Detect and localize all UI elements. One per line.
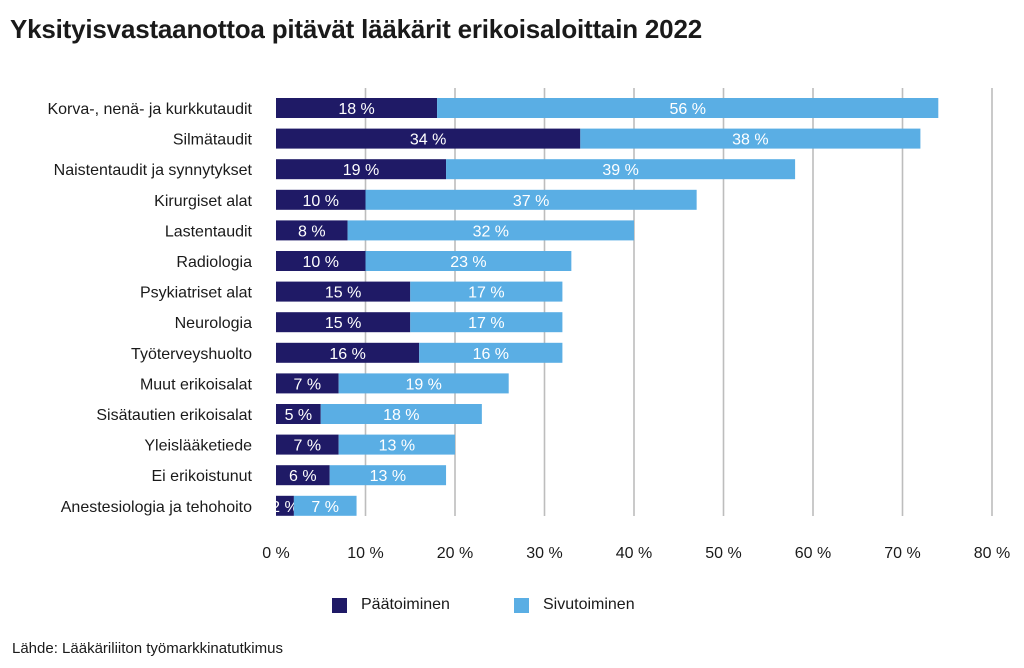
data-label-paatoiminen-radiologia: 10 % [303, 254, 339, 271]
legend-item-sivutoiminen: Sivutoiminen [514, 596, 635, 614]
legend-swatch-paatoiminen [332, 597, 347, 613]
bar-paatoiminen-sisatautien-erikoisalat [276, 404, 321, 424]
data-label-sivutoiminen-sisatautien-erikoisalat: 18 % [383, 407, 419, 424]
legend-item-paatoiminen: Päätoiminen [332, 596, 450, 614]
legend: Päätoiminen Sivutoiminen [0, 596, 1024, 620]
bar-paatoiminen-neurologia [276, 312, 411, 333]
x-axis-tick-labels: 0 % 10 % 20 % 30 % 40 % 50 % 60 % 70 % 80 % [262, 545, 1010, 562]
data-label-sivutoiminen-neurologia: 17 % [468, 315, 504, 332]
x-tick-label: 30 % [526, 545, 562, 562]
data-label-paatoiminen-muut-erikoisalat: 7 % [294, 376, 322, 393]
category-label-radiologia: Radiologia [176, 254, 252, 271]
data-label-sivutoiminen-anestesiologia-ja-tehohoito: 7 % [311, 499, 339, 516]
category-label-lastentaudit: Lastentaudit [165, 223, 253, 240]
x-tick-label: 10 % [347, 545, 383, 562]
data-label-paatoiminen-ei-erikoistunut: 6 % [289, 468, 317, 485]
category-labels: Korva-, nenä- ja kurkkutaudit Silmätaudit… [47, 101, 252, 516]
data-label-sivutoiminen-yleislaaketiede: 13 % [379, 438, 415, 455]
data-label-paatoiminen-tyoterveyshuolto: 16 % [329, 346, 365, 363]
bars: 18 % 56 % 34 % 38 % 19 % 39 % 10 % 37 % 8 % 32 % 1… [271, 98, 939, 516]
bar-paatoiminen-ei-erikoistunut [276, 465, 330, 486]
data-label-paatoiminen-anestesiologia-ja-tehohoito: 2 % [271, 499, 299, 516]
source-note: Lähde: Lääkäriliiton työmarkkinatutkimus [12, 640, 283, 657]
chart-area: 18 % 56 % 34 % 38 % 19 % 39 % 10 % 37 % 8 % 32 % 1… [0, 80, 1024, 580]
data-label-sivutoiminen-muut-erikoisalat: 19 % [405, 376, 441, 393]
data-label-sivutoiminen-kirurgiset-alat: 37 % [513, 193, 549, 210]
bar-sivutoiminen-ei-erikoistunut [329, 465, 447, 486]
data-label-sivutoiminen-radiologia: 23 % [450, 254, 486, 271]
stacked-bar-chart: 18 % 56 % 34 % 38 % 19 % 39 % 10 % 37 % 8 % 32 % 1… [47, 88, 1010, 562]
x-tick-label: 60 % [795, 545, 831, 562]
data-label-sivutoiminen-psykiatriset-alat: 17 % [468, 285, 504, 302]
data-label-sivutoiminen-tyoterveyshuolto: 16 % [473, 346, 509, 363]
data-label-paatoiminen-lastentaudit: 8 % [298, 223, 326, 240]
bar-sivutoiminen-tyoterveyshuolto [419, 342, 563, 363]
data-label-paatoiminen-silmataudit: 34 % [410, 132, 446, 149]
bar-paatoiminen-korva-nena-ja-kurkkutaudit [276, 98, 438, 118]
bar-sivutoiminen-silmataudit [580, 128, 921, 149]
bar-sivutoiminen-naistentaudit-ja-synnytykset [446, 159, 796, 180]
x-tick-label: 80 % [974, 545, 1010, 562]
category-label-anestesiologia-ja-tehohoito: Anestesiologia ja tehohoito [61, 499, 252, 516]
data-label-sivutoiminen-ei-erikoistunut: 13 % [370, 468, 406, 485]
bar-sivutoiminen-sisatautien-erikoisalat [320, 404, 482, 424]
bar-paatoiminen-silmataudit [276, 128, 581, 149]
category-label-kirurgiset-alat: Kirurgiset alat [154, 193, 252, 210]
bar-sivutoiminen-kirurgiset-alat [365, 189, 697, 210]
bar-paatoiminen-yleislaaketiede [276, 434, 339, 455]
data-label-sivutoiminen-naistentaudit-ja-synnytykset: 39 % [602, 162, 638, 179]
category-label-muut-erikoisalat: Muut erikoisalat [140, 376, 253, 393]
data-label-paatoiminen-psykiatriset-alat: 15 % [325, 285, 361, 302]
category-label-psykiatriset-alat: Psykiatriset alat [140, 285, 253, 302]
chart-title: Yksityisvastaanottoa pitävät lääkärit er… [10, 14, 702, 44]
bar-sivutoiminen-muut-erikoisalat [338, 373, 509, 394]
bar-sivutoiminen-radiologia [365, 251, 572, 271]
bar-paatoiminen-psykiatriset-alat [276, 281, 411, 302]
category-label-tyoterveyshuolto: Työterveyshuolto [131, 346, 252, 363]
data-label-paatoiminen-sisatautien-erikoisalat: 5 % [285, 407, 313, 424]
x-tick-label: 70 % [884, 545, 920, 562]
data-label-paatoiminen-neurologia: 15 % [325, 315, 361, 332]
bar-paatoiminen-lastentaudit [276, 220, 348, 241]
category-label-neurologia: Neurologia [175, 315, 252, 332]
x-tick-label: 40 % [616, 545, 652, 562]
bar-paatoiminen-naistentaudit-ja-synnytykset [276, 159, 447, 180]
bar-paatoiminen-kirurgiset-alat [276, 189, 366, 210]
legend-label-paatoiminen: Päätoiminen [361, 596, 450, 613]
data-label-sivutoiminen-lastentaudit: 32 % [473, 223, 509, 240]
x-tick-label: 0 % [262, 545, 290, 562]
category-label-ei-erikoistunut: Ei erikoistunut [152, 468, 253, 485]
bar-paatoiminen-tyoterveyshuolto [276, 342, 420, 363]
bar-sivutoiminen-yleislaaketiede [338, 434, 455, 455]
bar-sivutoiminen-neurologia [410, 312, 563, 333]
legend-label-sivutoiminen: Sivutoiminen [543, 596, 635, 613]
bar-sivutoiminen-korva-nena-ja-kurkkutaudit [437, 98, 939, 118]
data-label-paatoiminen-kirurgiset-alat: 10 % [303, 193, 339, 210]
grid-lines [364, 88, 993, 516]
data-label-paatoiminen-yleislaaketiede: 7 % [294, 438, 322, 455]
bar-sivutoiminen-psykiatriset-alat [410, 281, 563, 302]
data-label-sivutoiminen-silmataudit: 38 % [732, 132, 768, 149]
category-label-silmataudit: Silmätaudit [173, 132, 253, 149]
data-label-paatoiminen-naistentaudit-ja-synnytykset: 19 % [343, 162, 379, 179]
x-tick-label: 20 % [437, 545, 473, 562]
data-label-sivutoiminen-korva-nena-ja-kurkkutaudit: 56 % [669, 101, 705, 118]
bar-paatoiminen-muut-erikoisalat [276, 373, 339, 394]
legend-swatch-sivutoiminen [514, 597, 529, 613]
x-tick-label: 50 % [705, 545, 741, 562]
category-label-naistentaudit-ja-synnytykset: Naistentaudit ja synnytykset [54, 162, 253, 179]
bar-sivutoiminen-lastentaudit [347, 220, 634, 241]
category-label-yleislaaketiede: Yleislääketiede [144, 438, 252, 455]
data-label-paatoiminen-korva-nena-ja-kurkkutaudit: 18 % [338, 101, 374, 118]
bar-paatoiminen-radiologia [276, 251, 366, 271]
bar-sivutoiminen-anestesiologia-ja-tehohoito [293, 495, 357, 516]
bar-paatoiminen-anestesiologia-ja-tehohoito [276, 495, 294, 516]
category-label-sisatautien-erikoisalat: Sisätautien erikoisalat [96, 407, 252, 424]
category-label-korva-nena-ja-kurkkutaudit: Korva-, nenä- ja kurkkutaudit [47, 101, 252, 118]
